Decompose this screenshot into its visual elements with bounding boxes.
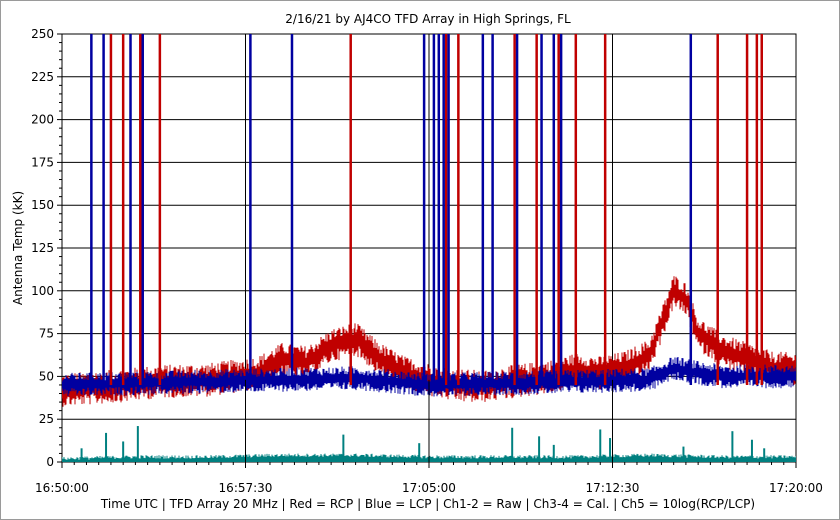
y-tick-label: 150 [31, 198, 54, 212]
ch5-series-line [62, 453, 796, 462]
y-tick-label: 50 [39, 369, 54, 383]
y-tick-label: 25 [39, 412, 54, 426]
y-tick-label: 100 [31, 284, 54, 298]
x-tick-label: 16:50:00 [35, 481, 89, 495]
plot-area: 0 25 50 75 100 125 150 175 200 225 250 16:50:00 16:5… [31, 27, 823, 495]
x-tick-label: 16:57:30 [219, 481, 273, 495]
y-tick-label: 0 [46, 455, 54, 469]
y-axis-label: Antenna Temp (kK) [11, 191, 25, 305]
x-axis-label: Time UTC | TFD Array 20 MHz | Red = RCP … [100, 497, 755, 511]
plot-data-group [62, 34, 796, 462]
y-tick-label: 125 [31, 241, 54, 255]
y-tick-label: 200 [31, 113, 54, 127]
x-tick-label: 17:20:00 [769, 481, 823, 495]
lcp-series-line [62, 357, 796, 397]
y-tick-label: 75 [39, 327, 54, 341]
x-tick-label: 17:05:00 [402, 481, 456, 495]
y-tick-label: 250 [31, 27, 54, 41]
chart-title: 2/16/21 by AJ4CO TFD Array in High Sprin… [285, 12, 571, 26]
y-tick-label: 175 [31, 155, 54, 169]
x-tick-label: 17:12:30 [586, 481, 640, 495]
y-tick-label: 225 [31, 70, 54, 84]
